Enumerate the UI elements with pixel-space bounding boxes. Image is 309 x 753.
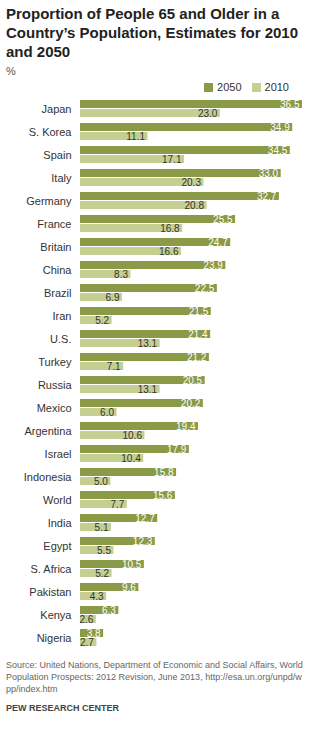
svg-text:Egypt: Egypt: [43, 540, 71, 552]
svg-text:11.1: 11.1: [126, 131, 145, 142]
svg-text:Argentina: Argentina: [24, 425, 72, 437]
svg-text:5.2: 5.2: [95, 315, 109, 326]
svg-text:Israel: Israel: [45, 448, 72, 460]
svg-text:24.7: 24.7: [208, 237, 228, 248]
svg-text:Pakistan: Pakistan: [29, 586, 71, 598]
svg-text:34.5: 34.5: [268, 145, 288, 156]
svg-text:12.3: 12.3: [133, 536, 153, 547]
svg-text:15.8: 15.8: [154, 467, 174, 478]
svg-text:U.S.: U.S.: [50, 333, 71, 345]
svg-text:Germany: Germany: [26, 195, 72, 207]
svg-text:Japan: Japan: [42, 103, 72, 115]
html-text:PEW RESEARCH CENTER: PEW RESEARCH CENTER: [6, 703, 119, 713]
svg-text:21.4: 21.4: [188, 329, 208, 340]
svg-text:13.1: 13.1: [138, 384, 158, 395]
svg-text:Britain: Britain: [40, 241, 71, 253]
svg-text:5.1: 5.1: [95, 522, 109, 533]
svg-text:19.4: 19.4: [176, 421, 196, 432]
svg-text:2.7: 2.7: [80, 637, 94, 648]
svg-text:33.0: 33.0: [259, 168, 279, 179]
svg-text:France: France: [37, 218, 71, 230]
svg-text:Turkey: Turkey: [38, 356, 72, 368]
svg-text:12.7: 12.7: [135, 513, 155, 524]
svg-text:20.3: 20.3: [181, 177, 201, 188]
svg-text:Spain: Spain: [43, 149, 71, 161]
svg-text:22.5: 22.5: [195, 283, 215, 294]
svg-text:Italy: Italy: [51, 172, 72, 184]
svg-text:21.2: 21.2: [187, 352, 207, 363]
svg-text:Kenya: Kenya: [40, 609, 72, 621]
svg-text:Iran: Iran: [53, 310, 72, 322]
html-text:2050: 2050: [217, 81, 242, 93]
svg-text:7.7: 7.7: [110, 499, 124, 510]
svg-text:Mexico: Mexico: [37, 402, 72, 414]
svg-text:20.2: 20.2: [181, 398, 201, 409]
svg-text:20.8: 20.8: [185, 200, 205, 211]
svg-text:10.4: 10.4: [121, 453, 141, 464]
svg-text:China: China: [43, 264, 73, 276]
svg-text:2.6: 2.6: [79, 614, 93, 625]
svg-text:Brazil: Brazil: [44, 287, 72, 299]
svg-text:20.5: 20.5: [183, 375, 203, 386]
svg-text:32.7: 32.7: [257, 191, 277, 202]
svg-text:5.0: 5.0: [94, 476, 108, 487]
svg-text:Nigeria: Nigeria: [37, 632, 73, 644]
svg-text:6.0: 6.0: [100, 407, 114, 418]
svg-text:23.9: 23.9: [203, 260, 223, 271]
svg-text:4.3: 4.3: [90, 591, 104, 602]
svg-text:3.8: 3.8: [86, 627, 101, 639]
svg-text:9.6: 9.6: [122, 582, 136, 593]
svg-text:13.1: 13.1: [138, 338, 158, 349]
svg-text:India: India: [48, 517, 73, 529]
svg-text:21.5: 21.5: [189, 306, 209, 317]
svg-text:5.2: 5.2: [95, 568, 109, 579]
svg-text:S. Korea: S. Korea: [29, 126, 73, 138]
svg-text:16.6: 16.6: [159, 246, 179, 257]
svg-text:8.3: 8.3: [114, 269, 128, 280]
svg-text:Indonesia: Indonesia: [24, 471, 73, 483]
svg-text:6.9: 6.9: [106, 292, 120, 303]
svg-text:17.9: 17.9: [167, 444, 187, 455]
svg-text:16.8: 16.8: [160, 223, 180, 234]
svg-text:10.6: 10.6: [122, 430, 142, 441]
html-text:Source: United Nations, Depart: Source: United Nations, Department of Ec…: [6, 660, 303, 694]
svg-text:S. Africa: S. Africa: [31, 563, 73, 575]
svg-text:6.3: 6.3: [102, 605, 116, 616]
svg-text:17.1: 17.1: [162, 154, 182, 165]
svg-text:10.5: 10.5: [122, 559, 142, 570]
svg-text:World: World: [43, 494, 72, 506]
svg-text:Russia: Russia: [38, 379, 73, 391]
svg-text:7.1: 7.1: [107, 361, 121, 372]
svg-text:23.0: 23.0: [198, 108, 218, 119]
html-text:Proportion of People 65 and Ol: Proportion of People 65 and Older in a C…: [6, 5, 298, 60]
svg-text:34.9: 34.9: [270, 122, 290, 133]
svg-text:36.5: 36.5: [280, 99, 300, 110]
svg-text:25.5: 25.5: [213, 214, 233, 225]
svg-text:5.5: 5.5: [97, 545, 111, 556]
html-text:2010: 2010: [264, 81, 289, 93]
svg-text:15.6: 15.6: [153, 490, 173, 501]
